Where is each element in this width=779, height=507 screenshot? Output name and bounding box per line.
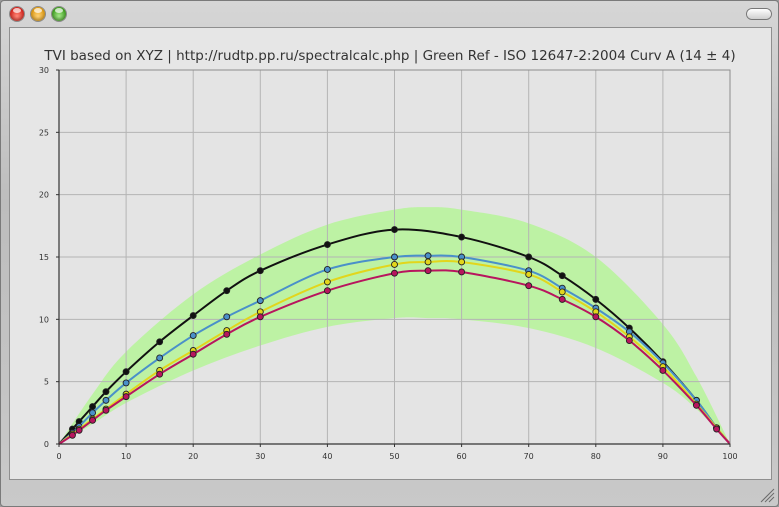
- series-2-point: [156, 354, 164, 362]
- series-4-point: [256, 313, 264, 321]
- series-4-point: [189, 350, 197, 358]
- series-4-point: [75, 426, 83, 434]
- window-titlebar[interactable]: [1, 1, 779, 27]
- series-1-point: [102, 388, 110, 396]
- y-tick-label: 25: [39, 128, 49, 137]
- series-3-point: [458, 258, 466, 266]
- series-1-point: [458, 233, 466, 241]
- series-4-point: [424, 267, 432, 275]
- series-line-4: [58, 269, 731, 445]
- tvi-chart: TVI based on XYZ | http://rudtp.pp.ru/sp…: [39, 48, 738, 461]
- series-4-point: [89, 416, 97, 424]
- series-1-point: [156, 338, 164, 346]
- series-2-point: [323, 266, 331, 273]
- series-1-point: [256, 267, 264, 275]
- series-3-point: [424, 258, 432, 266]
- series-2-point: [102, 396, 110, 404]
- x-tick-label: 0: [56, 452, 61, 461]
- series-1-point: [189, 312, 197, 320]
- series-2-point: [391, 253, 398, 261]
- chart-panel: TVI based on XYZ | http://rudtp.pp.ru/sp…: [9, 27, 772, 480]
- series-2-point: [189, 332, 197, 339]
- chart-title: TVI based on XYZ | http://rudtp.pp.ru/sp…: [43, 48, 735, 64]
- toolbar-toggle-button[interactable]: [747, 9, 771, 19]
- series-1-point: [223, 287, 231, 295]
- x-tick-label: 40: [322, 452, 332, 461]
- x-tick-label: 60: [457, 452, 467, 461]
- series-1-point: [89, 403, 97, 411]
- series-3-point: [391, 261, 398, 268]
- series-3-point: [525, 271, 533, 278]
- series-1-point: [323, 241, 331, 248]
- x-tick-label: 80: [591, 452, 601, 461]
- tolerance-band: [59, 207, 730, 444]
- series-4-point: [525, 282, 533, 290]
- y-tick-label: 30: [39, 66, 49, 75]
- y-tick-label: 10: [39, 315, 49, 324]
- series-4-point: [223, 330, 231, 338]
- series-2-point: [256, 297, 264, 305]
- x-tick-label: 70: [524, 452, 534, 461]
- series-line-2: [58, 254, 731, 445]
- series-1-point: [558, 272, 566, 280]
- plot-area: 0 10 20 30 40 50 60 70 80 90 100 0 5 10 15 20 25 30: [39, 66, 738, 461]
- series-1-point: [592, 295, 600, 303]
- series-4-point: [592, 313, 600, 321]
- series-4-point: [68, 431, 76, 439]
- series-4-point: [458, 268, 466, 276]
- series-4-point: [625, 337, 633, 344]
- series-4-point: [558, 295, 566, 303]
- series-4-point: [323, 287, 331, 295]
- series-1-point: [525, 253, 533, 261]
- y-tick-label: 5: [44, 378, 49, 387]
- series-4-point: [713, 425, 721, 433]
- y-tick-label: 0: [44, 440, 49, 449]
- x-tick-label: 100: [722, 452, 737, 461]
- series-1-point: [122, 368, 130, 376]
- series-3-point: [323, 278, 331, 286]
- series-2-point: [424, 252, 432, 260]
- series-4-point: [693, 401, 700, 409]
- series-4-point: [102, 406, 110, 414]
- zoom-window-icon[interactable]: [52, 7, 66, 21]
- y-tick-label: 20: [39, 191, 49, 200]
- series-2-point: [122, 379, 130, 387]
- series-4-point: [391, 269, 398, 277]
- y-tick-label: 15: [39, 253, 49, 262]
- x-tick-label: 10: [121, 452, 131, 461]
- series-2-point: [223, 313, 231, 321]
- x-tick-label: 90: [658, 452, 668, 461]
- series-4-point: [122, 393, 130, 401]
- minimize-window-icon[interactable]: [31, 7, 45, 21]
- series-4-point: [156, 370, 164, 378]
- series-3-point: [558, 288, 566, 296]
- x-tick-label: 20: [188, 452, 198, 461]
- x-tick-label: 30: [255, 452, 265, 461]
- resize-grip-icon[interactable]: [757, 485, 775, 503]
- series-2-point: [89, 409, 97, 417]
- x-tick-label: 50: [389, 452, 399, 461]
- close-window-icon[interactable]: [10, 7, 24, 21]
- series-4-point: [659, 366, 667, 374]
- series-1-point: [391, 226, 398, 234]
